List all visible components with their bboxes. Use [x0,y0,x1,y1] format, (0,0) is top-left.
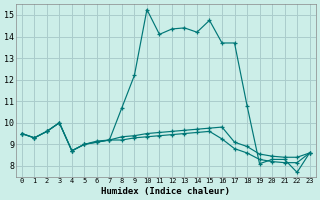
X-axis label: Humidex (Indice chaleur): Humidex (Indice chaleur) [101,187,230,196]
